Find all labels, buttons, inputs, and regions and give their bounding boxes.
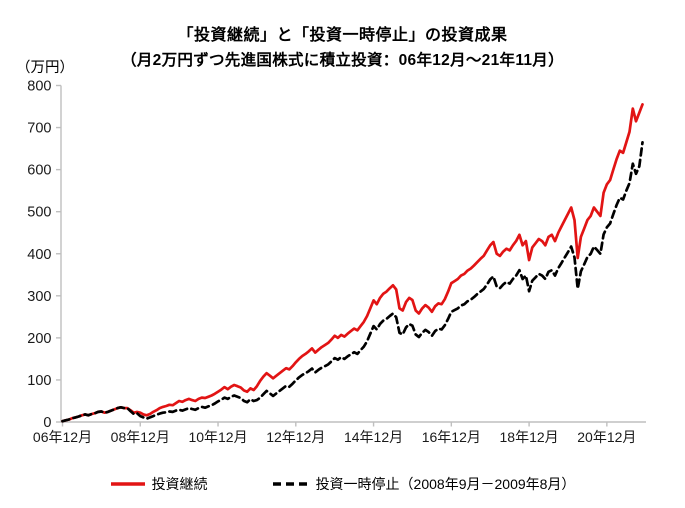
legend-label-paused: 投資一時停止（2008年9月－2009年8月） [315, 476, 576, 492]
svg-text:500: 500 [27, 205, 51, 221]
legend-item-paused: 投資一時停止（2008年9月－2009年8月） [272, 474, 576, 494]
plot-svg: 0 100 200 300 400 500 600 700 800 06年12月 08年12月 10年… [27, 79, 646, 445]
svg-text:200: 200 [27, 331, 51, 347]
svg-text:20年12月: 20年12月 [577, 429, 636, 445]
svg-text:100: 100 [27, 373, 51, 389]
legend-line-solid-icon [110, 482, 145, 486]
svg-text:0: 0 [43, 415, 51, 431]
svg-text:800: 800 [27, 79, 51, 95]
legend-line-dashed-icon [272, 482, 309, 486]
svg-text:16年12月: 16年12月 [422, 429, 481, 445]
legend-item-continued: 投資継続 [110, 474, 208, 494]
svg-text:14年12月: 14年12月 [344, 429, 403, 445]
svg-text:18年12月: 18年12月 [500, 429, 559, 445]
svg-text:400: 400 [27, 247, 51, 263]
svg-text:300: 300 [27, 289, 51, 305]
y-axis-unit-label: （万円） [16, 60, 74, 76]
chart-subtitle: （月2万円ずつ先進国株式に積立投資：06年12月～21年11月） [121, 52, 564, 69]
svg-text:700: 700 [27, 121, 51, 137]
svg-text:12年12月: 12年12月 [266, 429, 325, 445]
legend-label-continued: 投資継続 [151, 476, 208, 492]
svg-text:08年12月: 08年12月 [111, 429, 170, 445]
legend: 投資継続 投資一時停止（2008年9月－2009年8月） [0, 468, 685, 500]
svg-text:06年12月: 06年12月 [33, 429, 92, 445]
svg-text:600: 600 [27, 163, 51, 179]
svg-text:10年12月: 10年12月 [188, 429, 247, 445]
chart-title: 「投資継続」と「投資一時停止」の投資成果 [177, 27, 508, 44]
